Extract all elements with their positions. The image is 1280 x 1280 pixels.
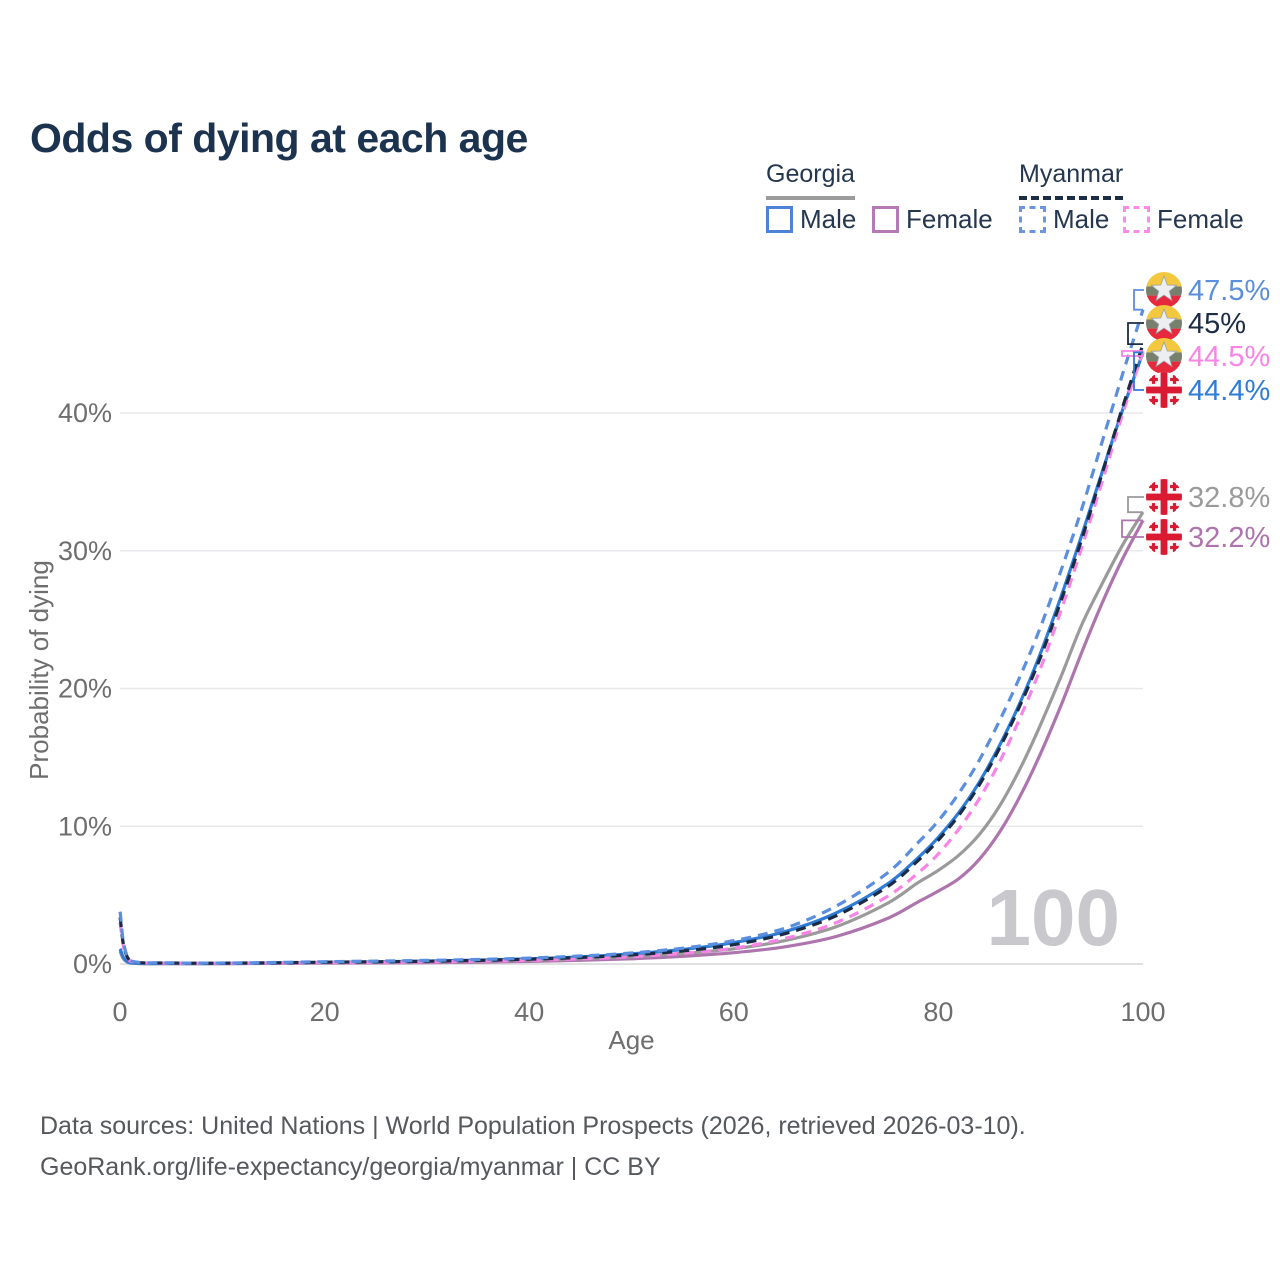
y-tick-0: 0%	[73, 949, 112, 979]
legend-item-myanmar-female[interactable]: Female	[1123, 204, 1244, 235]
myanmar-flag-icon	[1146, 272, 1182, 308]
leader-line-georgia-female	[1121, 519, 1144, 538]
myanmar-male-swatch-icon	[1019, 206, 1046, 233]
legend-label: Male	[1053, 204, 1110, 234]
leader-line-myanmar-all	[1127, 322, 1144, 345]
georgia-flag-icon	[1146, 519, 1182, 555]
x-tick-0: 0	[112, 997, 127, 1027]
x-tick-100: 100	[1120, 997, 1165, 1027]
georgia-flag-icon	[1146, 372, 1182, 408]
legend-item-georgia-male[interactable]: Male	[766, 204, 856, 235]
legend-item-georgia-female[interactable]: Female	[872, 204, 993, 235]
leader-line-myanmar-male	[1133, 289, 1144, 311]
x-axis-label: Age	[608, 1025, 654, 1055]
georgia-female-swatch-icon	[872, 206, 899, 233]
legend-group-georgia: Georgia	[766, 160, 855, 200]
legend-label: Male	[800, 204, 857, 234]
y-tick-40: 40%	[58, 398, 112, 428]
hover-age-watermark: 100	[987, 873, 1120, 962]
legend-label: Female	[906, 204, 993, 234]
myanmar-flag-icon	[1146, 338, 1182, 374]
legend-item-myanmar-male[interactable]: Male	[1019, 204, 1109, 235]
leader-line-myanmar-female	[1121, 350, 1144, 357]
end-label-georgia-female: 32.2%	[1188, 522, 1270, 554]
end-label-myanmar-female: 44.5%	[1188, 341, 1270, 373]
y-tick-20: 20%	[58, 674, 112, 704]
y-tick-10: 10%	[58, 811, 112, 841]
y-axis-label: Probability of dying	[24, 560, 54, 780]
page-title: Odds of dying at each age	[30, 115, 528, 162]
end-label-georgia-all: 32.8%	[1188, 482, 1270, 514]
georgia-flag-icon	[1146, 479, 1182, 515]
line-myanmar-male	[118, 309, 1145, 965]
x-tick-60: 60	[719, 997, 749, 1027]
data-source-line2: GeoRank.org/life-expectancy/georgia/myan…	[40, 1153, 661, 1181]
y-tick-30: 30%	[58, 536, 112, 566]
georgia-male-swatch-icon	[766, 206, 793, 233]
x-tick-20: 20	[310, 997, 340, 1027]
data-source-line1: Data sources: United Nations | World Pop…	[40, 1112, 1026, 1140]
x-tick-40: 40	[514, 997, 544, 1027]
legend-group-myanmar: Myanmar	[1019, 160, 1124, 200]
line-georgia-male	[118, 351, 1145, 966]
x-tick-80: 80	[923, 997, 953, 1027]
end-label-georgia-male: 44.4%	[1188, 375, 1270, 407]
line-myanmar-female	[118, 350, 1145, 965]
myanmar-flag-icon	[1146, 305, 1182, 341]
line-myanmar-all	[118, 343, 1145, 965]
end-label-myanmar-male: 47.5%	[1188, 275, 1270, 307]
leader-line-georgia-male	[1133, 351, 1144, 391]
data-source-note: Data sources: United Nations | World Pop…	[40, 1106, 1026, 1188]
end-label-myanmar-all: 45%	[1188, 308, 1246, 340]
myanmar-female-swatch-icon	[1123, 206, 1150, 233]
leader-line-georgia-all	[1127, 496, 1144, 514]
legend-label: Female	[1157, 204, 1244, 234]
